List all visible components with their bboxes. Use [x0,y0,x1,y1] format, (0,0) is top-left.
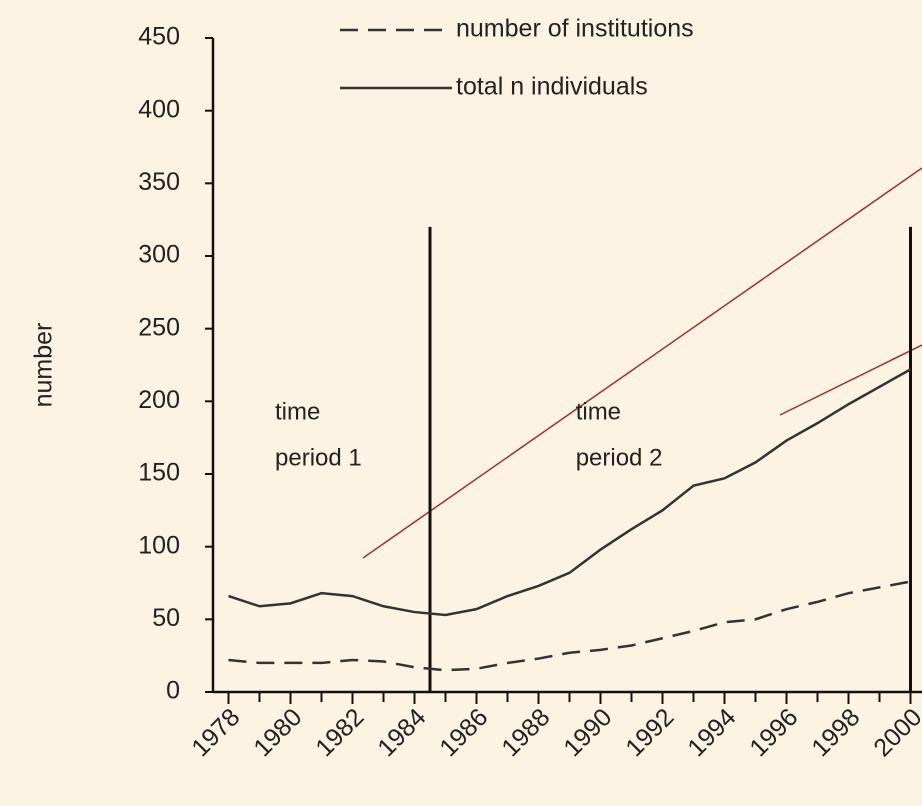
y-tick-label: 150 [138,459,180,487]
y-tick-label: 400 [138,95,180,123]
annotation: period 1 [275,445,362,472]
annotation-line [779,344,922,416]
series-line [228,580,911,672]
x-tick-label: 1994 [682,703,741,762]
x-tick-label: 1996 [744,703,803,762]
y-tick-label: 100 [138,531,180,559]
y-tick-label: 300 [138,241,180,269]
y-tick-label: 450 [138,23,180,51]
x-tick-label: 1978 [186,703,245,762]
x-tick-label: 1986 [434,703,493,762]
x-tick-label: 1998 [806,703,865,762]
legend-label: number of institutions [456,15,694,43]
y-tick-label: 250 [138,313,180,341]
x-tick-label: 1992 [620,703,679,762]
x-tick-label: 1980 [248,703,307,762]
y-axis-label: number [30,323,58,408]
x-tick-label: 2000 [868,703,922,762]
x-tick-label: 1990 [558,703,617,762]
series-line [228,368,912,617]
annotation: time [576,399,621,426]
x-tick-label: 1988 [496,703,555,762]
x-tick-label: 1984 [372,703,431,762]
x-tick-label: 1982 [310,703,369,762]
legend-label: total n individuals [456,73,648,101]
y-tick-label: 200 [138,386,180,414]
annotation-line [362,167,922,559]
y-tick-label: 0 [166,677,180,705]
annotation: time [275,399,320,426]
y-tick-label: 350 [138,168,180,196]
y-tick-label: 50 [152,604,180,632]
annotation: period 2 [576,445,663,472]
